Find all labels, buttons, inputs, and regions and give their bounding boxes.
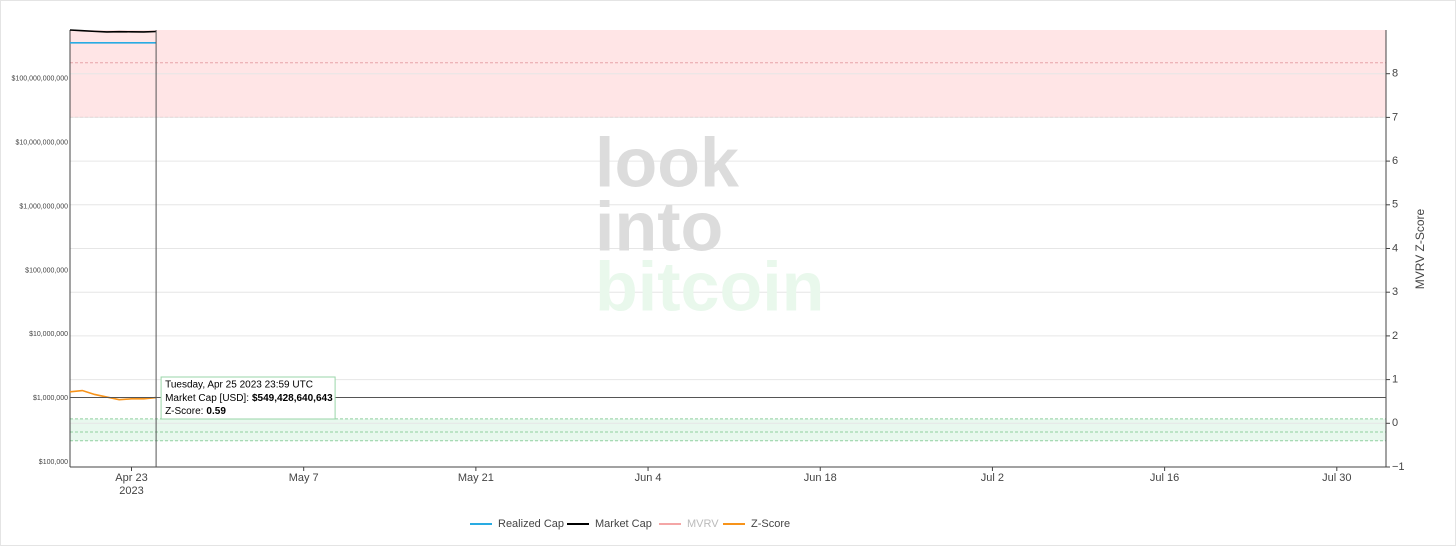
x-tick-label: Jul 16 — [1150, 472, 1179, 484]
watermark: look — [595, 123, 739, 201]
legend-label[interactable]: Realized Cap — [498, 518, 564, 530]
y-tick-label: $10,000,000 — [29, 331, 68, 338]
tooltip-cap-label: Market Cap [USD]: — [165, 393, 249, 404]
y2-tick-label: 4 — [1392, 242, 1398, 254]
tooltip: Tuesday, Apr 25 2023 23:59 UTC Market Cap… — [160, 376, 336, 420]
legend-label[interactable]: Market Cap — [595, 518, 652, 530]
tooltip-cap: Market Cap [USD]: $549,428,640,643 — [165, 393, 333, 404]
x-tick-label: May 21 — [458, 472, 494, 484]
tooltip-z: Z-Score: 0.59 — [165, 406, 226, 417]
tooltip-z-label: Z-Score: — [165, 406, 203, 417]
x-year-label: 2023 — [119, 485, 143, 497]
x-tick-label: Jun 4 — [635, 472, 662, 484]
legend-label[interactable]: Z-Score — [751, 518, 790, 530]
x-tick-label: Jul 30 — [1322, 472, 1351, 484]
y2-tick-label: 1 — [1392, 374, 1398, 386]
y-tick-label: $100,000 — [39, 459, 68, 466]
zone — [70, 418, 1386, 441]
y2-tick-label: −1 — [1392, 461, 1405, 473]
x-tick-label: Apr 23 — [115, 472, 147, 484]
y-tick-label: $1,000,000 — [33, 395, 68, 402]
tooltip-date: Tuesday, Apr 25 2023 23:59 UTC — [165, 380, 313, 391]
y2-tick-label: 5 — [1392, 199, 1398, 211]
series-line — [69, 389, 157, 401]
x-tick-label: Jun 18 — [804, 472, 837, 484]
y2-tick-label: 3 — [1392, 286, 1398, 298]
y2-title: MVRV Z-Score — [1413, 208, 1427, 289]
y2-tick-label: 2 — [1392, 330, 1398, 342]
series-line — [69, 29, 157, 33]
y2-tick-label: 0 — [1392, 417, 1398, 429]
tooltip-box — [160, 376, 336, 420]
legend-label[interactable]: MVRV — [687, 518, 719, 530]
watermark: bitcoin — [595, 247, 824, 325]
y2-tick-label: 6 — [1392, 155, 1398, 167]
y-tick-label: $100,000,000 — [25, 267, 68, 274]
y-tick-label: $10,000,000,000 — [15, 140, 68, 147]
tooltip-z-value: 0.59 — [206, 406, 226, 417]
y2-tick-label: 8 — [1392, 68, 1398, 80]
x-tick-label: Jul 2 — [981, 472, 1004, 484]
x-tick-label: May 7 — [289, 472, 319, 484]
tooltip-cap-value: $549,428,640,643 — [252, 393, 333, 404]
y2-tick-label: 7 — [1392, 111, 1398, 123]
y-tick-label: $100,000,000,000 — [12, 76, 69, 83]
y-tick-label: $1,000,000,000 — [19, 203, 68, 210]
watermark: into — [595, 187, 723, 265]
